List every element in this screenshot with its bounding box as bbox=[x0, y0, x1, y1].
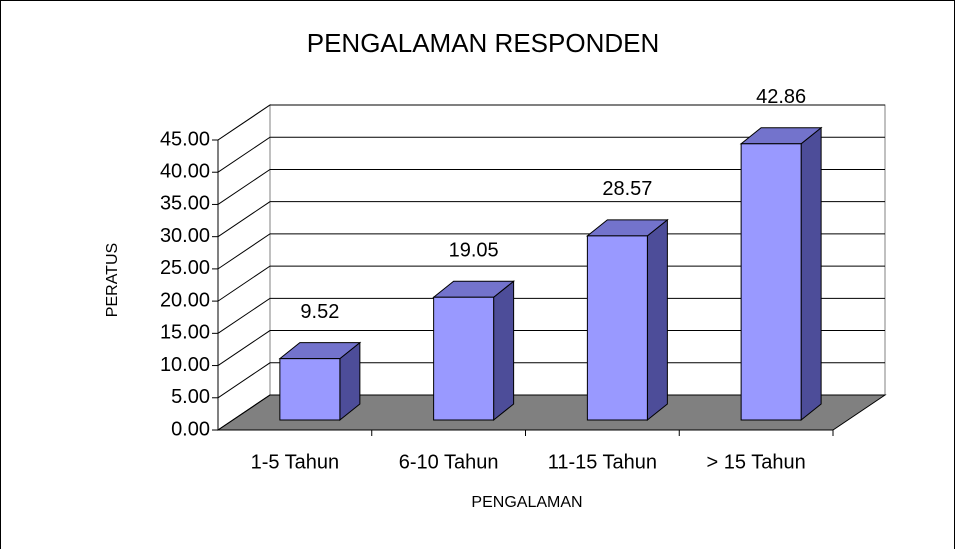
data-label: 19.05 bbox=[449, 240, 499, 262]
bar-side bbox=[800, 126, 822, 422]
grid-line bbox=[217, 233, 885, 270]
grid-line bbox=[217, 330, 885, 366]
x-tick-label: 1-5 Tahun bbox=[251, 451, 340, 473]
data-label: 28.57 bbox=[602, 178, 652, 200]
y-tick-label: 30.00 bbox=[160, 225, 210, 247]
chart-title: PENGALAMAN RESPONDEN bbox=[307, 28, 660, 58]
y-tick-label: 15.00 bbox=[160, 322, 210, 344]
x-tick-label: 6-10 Tahun bbox=[399, 451, 499, 473]
x-axis-title: PENGALAMAN bbox=[471, 494, 582, 511]
side-wall bbox=[217, 104, 271, 431]
data-label: 9.52 bbox=[300, 301, 339, 323]
x-tick-label: 11-15 Tahun bbox=[548, 451, 657, 473]
y-tick-label: 25.00 bbox=[160, 257, 210, 279]
grid-line bbox=[217, 168, 885, 205]
bar bbox=[433, 296, 495, 421]
bar-side bbox=[493, 280, 515, 422]
y-tick-label: 35.00 bbox=[160, 193, 210, 215]
y-axis-title: PERATUS bbox=[104, 243, 121, 317]
x-tick-label: > 15 Tahun bbox=[707, 451, 806, 473]
data-label: 42.86 bbox=[756, 86, 806, 108]
grid-line bbox=[217, 362, 885, 399]
bar bbox=[586, 235, 648, 421]
y-tick-label: 0.00 bbox=[171, 418, 210, 440]
bar-side bbox=[646, 218, 668, 422]
grid-line bbox=[217, 201, 885, 238]
bar bbox=[740, 143, 802, 421]
y-tick-label: 45.00 bbox=[160, 128, 210, 150]
bar bbox=[279, 358, 341, 421]
y-tick-label: 5.00 bbox=[171, 386, 210, 408]
grid-line bbox=[217, 297, 885, 334]
y-tick-label: 20.00 bbox=[160, 289, 210, 311]
y-tick-label: 40.00 bbox=[160, 161, 210, 183]
grid-line bbox=[217, 394, 885, 431]
grid-line bbox=[217, 136, 885, 173]
grid-line bbox=[217, 265, 885, 302]
y-tick-label: 10.00 bbox=[160, 354, 210, 376]
grid-line bbox=[217, 104, 885, 141]
